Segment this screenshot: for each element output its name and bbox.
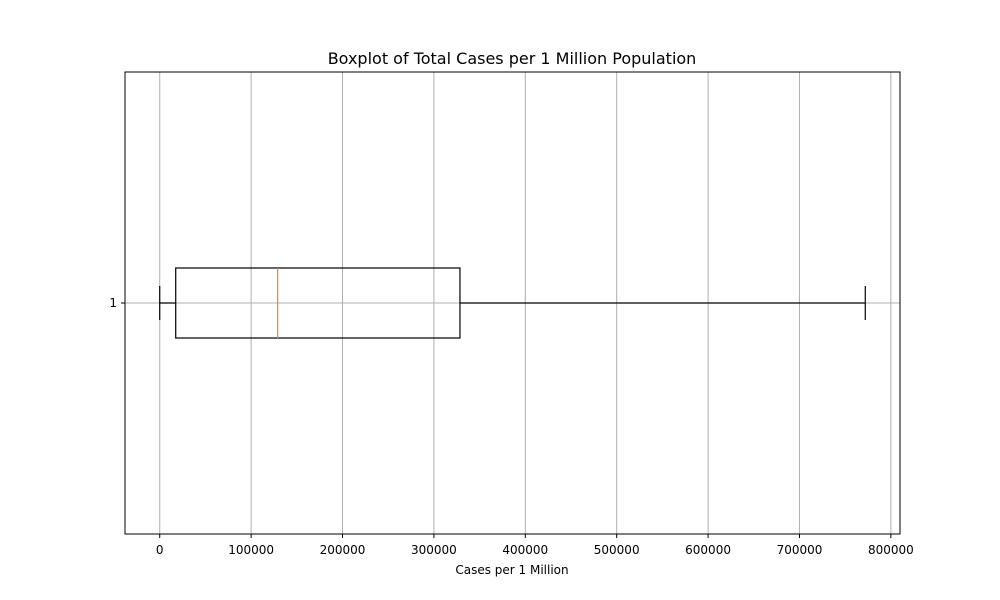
x-tick-label: 300000 [411, 543, 457, 557]
x-axis-label: Cases per 1 Million [455, 563, 568, 577]
tick-layer: 0 100000 200000 300000 400000 500000 600000 700… [109, 296, 913, 557]
chart-title: Boxplot of Total Cases per 1 Million Pop… [328, 49, 697, 68]
x-tick-label: 700000 [777, 543, 823, 557]
x-tick-label: 500000 [594, 543, 640, 557]
y-tick-label: 1 [109, 296, 117, 310]
x-tick-label: 600000 [685, 543, 731, 557]
x-tick-label: 800000 [868, 543, 914, 557]
x-tick-label: 0 [156, 543, 164, 557]
interquartile-box [175, 267, 461, 339]
box-layer [159, 267, 866, 339]
x-tick-label: 200000 [320, 543, 366, 557]
x-tick-label: 400000 [502, 543, 548, 557]
x-tick-label: 100000 [228, 543, 274, 557]
